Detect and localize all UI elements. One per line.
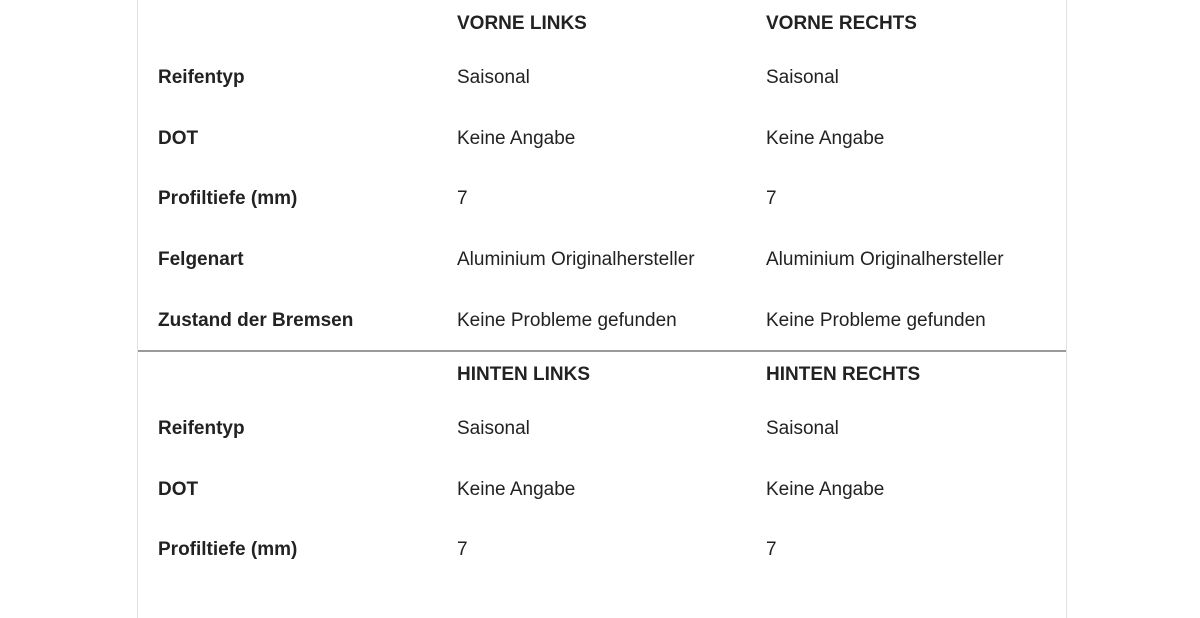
row-label: Reifentyp	[158, 67, 245, 88]
cell-value: Keine Probleme gefunden	[457, 310, 677, 331]
cell-value: Keine Angabe	[766, 479, 885, 500]
front-header-row: VORNE LINKS VORNE RECHTS	[138, 9, 1066, 39]
cell-value: Keine Angabe	[457, 479, 576, 500]
cell-value: 7	[766, 539, 777, 560]
row-label: Reifentyp	[158, 418, 245, 439]
column-header-rear-right: HINTEN RECHTS	[766, 364, 921, 385]
column-header-rear-left: HINTEN LINKS	[457, 364, 590, 385]
row-label: Profiltiefe (mm)	[158, 539, 298, 560]
tire-details-card: VORNE LINKS VORNE RECHTS Reifentyp Saiso…	[137, 0, 1067, 618]
row-label: Profiltiefe (mm)	[158, 188, 298, 209]
cell-value: Saisonal	[457, 67, 530, 88]
table-row: Reifentyp Saisonal Saisonal	[138, 414, 1066, 444]
cell-value: 7	[766, 188, 777, 209]
cell-value: Aluminium Originalhersteller	[766, 249, 1004, 270]
cell-value: 7	[457, 539, 468, 560]
cell-value: 7	[457, 188, 468, 209]
cell-value: Keine Angabe	[766, 128, 885, 149]
table-row: Profiltiefe (mm) 7 7	[138, 535, 1066, 565]
table-row: Felgenart Aluminium Originalhersteller A…	[138, 245, 1066, 275]
rear-header-row: HINTEN LINKS HINTEN RECHTS	[138, 360, 1066, 390]
table-row: Zustand der Bremsen Keine Probleme gefun…	[138, 306, 1066, 336]
cell-value: Aluminium Originalhersteller	[457, 249, 695, 270]
cell-value: Saisonal	[766, 418, 839, 439]
table-row: DOT Keine Angabe Keine Angabe	[138, 475, 1066, 505]
cell-value: Saisonal	[457, 418, 530, 439]
section-divider	[138, 350, 1066, 352]
row-label: Zustand der Bremsen	[158, 310, 354, 331]
cell-value: Keine Probleme gefunden	[766, 310, 986, 331]
row-label: Felgenart	[158, 249, 244, 270]
table-row: Reifentyp Saisonal Saisonal	[138, 63, 1066, 93]
cell-value: Keine Angabe	[457, 128, 576, 149]
row-label: DOT	[158, 128, 199, 149]
table-row: Profiltiefe (mm) 7 7	[138, 184, 1066, 214]
column-header-front-right: VORNE RECHTS	[766, 13, 917, 34]
table-row: DOT Keine Angabe Keine Angabe	[138, 124, 1066, 154]
column-header-front-left: VORNE LINKS	[457, 13, 587, 34]
row-label: DOT	[158, 479, 199, 500]
cell-value: Saisonal	[766, 67, 839, 88]
